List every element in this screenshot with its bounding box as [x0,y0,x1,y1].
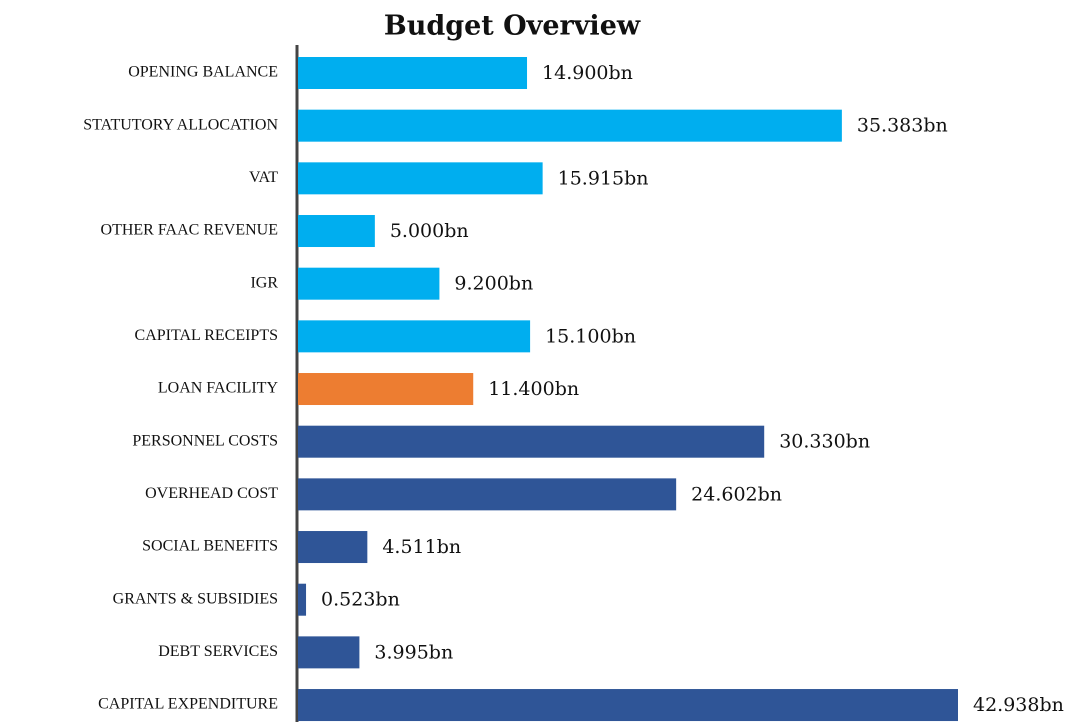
category-label: CAPITAL RECEIPTS [135,327,278,344]
value-label: 5.000bn [390,220,469,242]
bar [298,373,474,406]
category-label: CAPITAL EXPENDITURE [98,696,278,713]
category-label: VAT [249,169,278,186]
category-label: SOCIAL BENEFITS [142,538,278,555]
bar [298,109,842,142]
category-label: OPENING BALANCE [128,64,278,81]
value-label: 24.602bn [691,483,782,505]
category-label: LOAN FACILITY [158,380,279,397]
value-label: 15.100bn [545,325,636,347]
bar [298,425,765,458]
value-label: 15.915bn [558,167,649,189]
value-label: 0.523bn [321,589,400,611]
bar [298,636,360,669]
value-label: 4.511bn [382,536,461,558]
bar [298,267,440,300]
category-label: OVERHEAD COST [145,485,278,502]
category-label: IGR [250,274,278,291]
category-label: PERSONNEL COSTS [132,432,278,449]
value-label: 42.938bn [973,694,1064,716]
chart-title: Budget Overview [384,11,641,42]
value-label: 14.900bn [542,62,633,84]
value-label: 35.383bn [857,115,948,137]
value-label: 11.400bn [488,378,579,400]
value-label: 30.330bn [779,431,870,453]
bar [298,531,368,564]
bar [298,57,528,89]
bar [298,583,307,616]
bar [298,689,958,722]
bar [298,215,375,248]
value-label: 9.200bn [454,273,533,295]
category-label: STATUTORY ALLOCATION [83,116,278,133]
bar [298,478,677,511]
category-label: OTHER FAAC REVENUE [101,222,278,239]
category-label: DEBT SERVICES [158,643,278,660]
bar [298,320,531,353]
bar [298,162,543,195]
category-label: GRANTS & SUBSIDIES [113,590,278,607]
value-label: 3.995bn [374,641,453,663]
